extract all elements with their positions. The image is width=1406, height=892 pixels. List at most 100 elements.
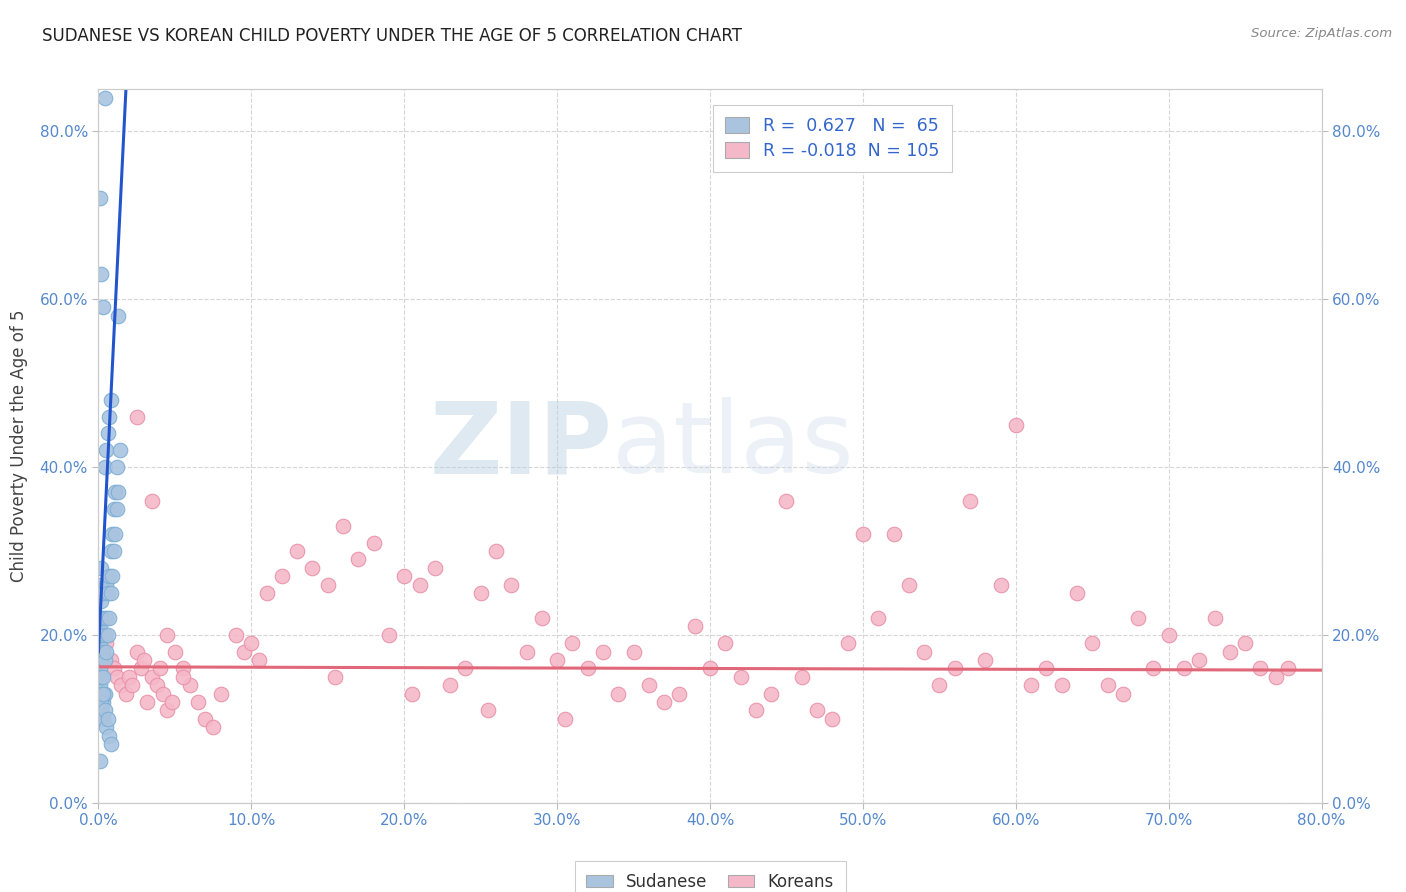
Point <box>90 687 112 701</box>
Point <box>392 569 416 583</box>
Point <box>98 569 121 583</box>
Text: Source: ZipAtlas.com: Source: ZipAtlas.com <box>1251 27 1392 40</box>
Point <box>129 661 152 675</box>
Point <box>516 645 538 659</box>
Point <box>1234 636 1257 650</box>
Point <box>141 670 163 684</box>
Point <box>1097 678 1119 692</box>
Point <box>98 729 121 743</box>
Point <box>790 670 813 684</box>
Point <box>546 653 568 667</box>
Point <box>806 703 828 717</box>
Point <box>101 527 124 541</box>
Point <box>91 695 114 709</box>
Point <box>105 502 128 516</box>
Point <box>401 687 423 701</box>
Legend: Sudanese, Koreans: Sudanese, Koreans <box>575 861 845 892</box>
Point <box>1219 645 1241 659</box>
Point <box>104 485 127 500</box>
Point <box>149 661 172 675</box>
Point <box>125 645 148 659</box>
Point <box>141 493 163 508</box>
Point <box>209 687 232 701</box>
Point <box>187 695 209 709</box>
Point <box>745 703 768 717</box>
Point <box>100 737 122 751</box>
Point <box>94 611 117 625</box>
Point <box>852 527 875 541</box>
Point <box>270 569 292 583</box>
Point <box>97 628 120 642</box>
Point <box>136 695 159 709</box>
Point <box>247 653 270 667</box>
Point <box>115 687 138 701</box>
Point <box>108 443 131 458</box>
Point <box>837 636 859 650</box>
Point <box>668 687 690 701</box>
Point <box>145 678 167 692</box>
Point <box>1188 653 1211 667</box>
Point <box>1004 417 1026 432</box>
Point <box>100 586 122 600</box>
Point <box>423 560 446 574</box>
Point <box>100 544 122 558</box>
Point <box>121 678 143 692</box>
Point <box>883 527 905 541</box>
Point <box>91 687 114 701</box>
Point <box>93 460 115 475</box>
Point <box>103 544 125 558</box>
Point <box>959 493 981 508</box>
Point <box>683 619 706 633</box>
Point <box>97 712 120 726</box>
Point <box>91 586 114 600</box>
Point <box>91 712 114 726</box>
Point <box>990 577 1012 591</box>
Point <box>1264 670 1286 684</box>
Text: SUDANESE VS KOREAN CHILD POVERTY UNDER THE AGE OF 5 CORRELATION CHART: SUDANESE VS KOREAN CHILD POVERTY UNDER T… <box>42 27 742 45</box>
Point <box>103 502 125 516</box>
Point <box>104 527 127 541</box>
Point <box>160 695 183 709</box>
Point <box>868 611 890 625</box>
Point <box>912 645 935 659</box>
Point <box>91 670 114 684</box>
Point <box>94 720 117 734</box>
Point <box>1066 586 1088 600</box>
Point <box>759 687 782 701</box>
Point <box>100 392 122 407</box>
Point <box>118 670 141 684</box>
Point <box>91 645 114 659</box>
Point <box>1081 636 1104 650</box>
Point <box>89 712 111 726</box>
Point <box>100 653 122 667</box>
Point <box>89 670 111 684</box>
Point <box>89 754 111 768</box>
Point <box>90 653 112 667</box>
Point <box>89 636 111 650</box>
Point <box>1128 611 1150 625</box>
Point <box>501 577 523 591</box>
Point <box>94 645 117 659</box>
Point <box>378 628 401 642</box>
Point <box>1173 661 1195 675</box>
Point <box>454 661 477 675</box>
Point <box>93 653 115 667</box>
Point <box>1142 661 1164 675</box>
Point <box>89 619 111 633</box>
Y-axis label: Child Poverty Under the Age of 5: Child Poverty Under the Age of 5 <box>10 310 28 582</box>
Point <box>89 678 111 692</box>
Point <box>485 544 508 558</box>
Point <box>530 611 553 625</box>
Point <box>821 712 844 726</box>
Point <box>163 645 186 659</box>
Point <box>943 661 966 675</box>
Point <box>107 485 129 500</box>
Point <box>699 661 721 675</box>
Point <box>107 309 129 323</box>
Point <box>93 90 115 104</box>
Point <box>98 611 121 625</box>
Point <box>1050 678 1073 692</box>
Point <box>607 687 630 701</box>
Point <box>202 720 225 734</box>
Point <box>94 577 117 591</box>
